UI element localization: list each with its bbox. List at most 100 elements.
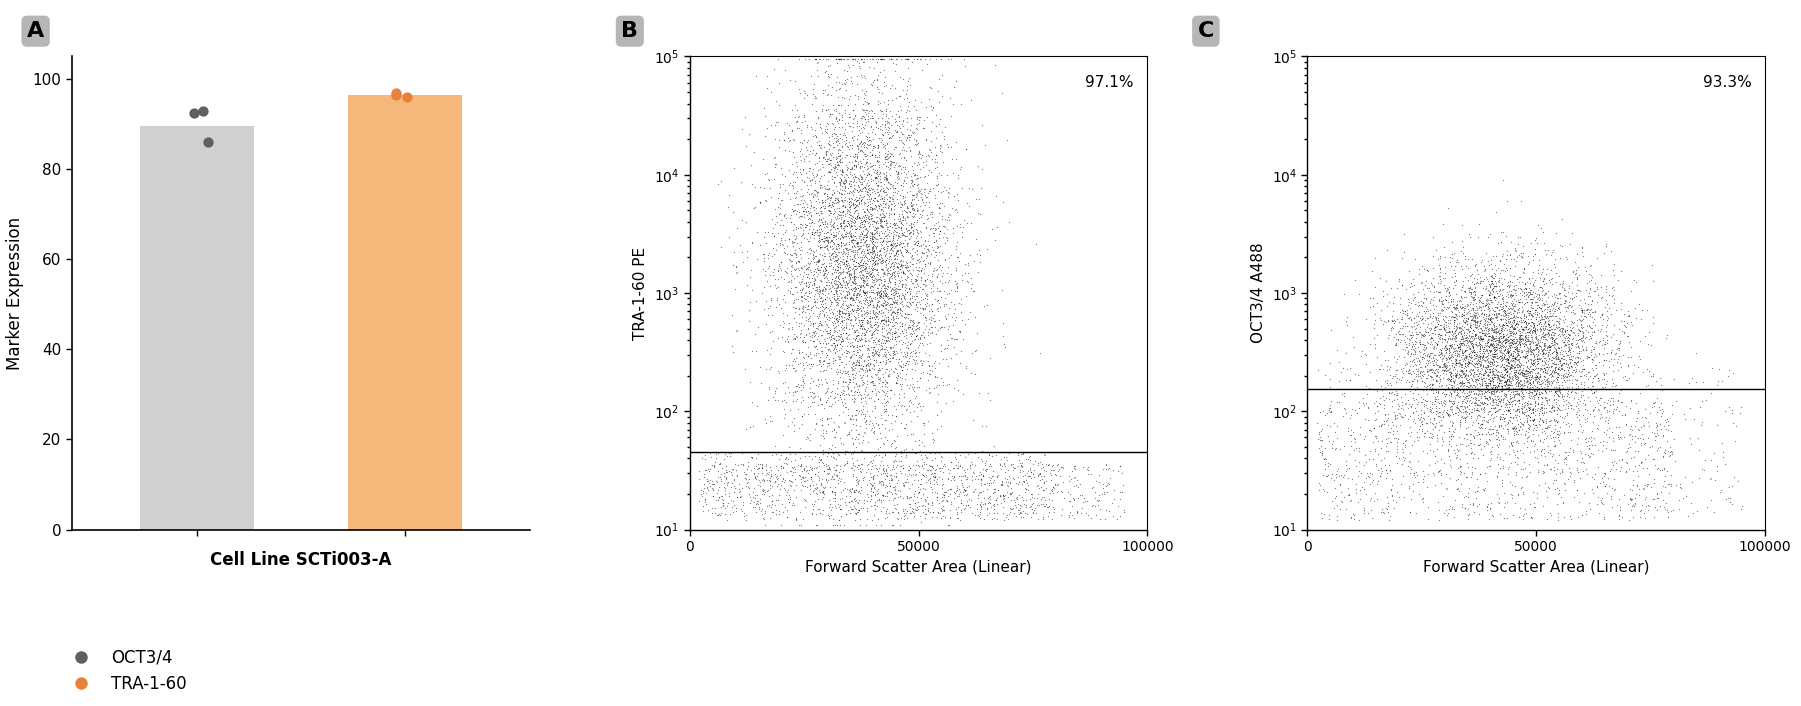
Point <box>1428 342 1457 354</box>
Point <box>917 428 946 439</box>
Point <box>1318 496 1347 507</box>
Point <box>830 367 859 378</box>
Point <box>1525 371 1554 382</box>
Point <box>877 54 906 65</box>
Point <box>1504 377 1533 388</box>
Point <box>854 491 882 502</box>
Point <box>964 498 992 510</box>
Point <box>854 217 882 229</box>
Point <box>891 214 920 225</box>
Point <box>1470 316 1498 327</box>
Point <box>1322 490 1351 501</box>
Point <box>1443 369 1471 381</box>
Point <box>1498 308 1527 319</box>
Point <box>1421 369 1450 381</box>
Point <box>825 176 854 188</box>
Point <box>776 250 805 261</box>
Point <box>1309 486 1338 497</box>
Point <box>839 438 868 450</box>
Point <box>823 346 852 357</box>
Point <box>922 249 951 261</box>
Point <box>879 229 908 240</box>
Bar <box>348 95 463 530</box>
Point <box>1551 357 1579 369</box>
Point <box>711 466 740 477</box>
Point <box>841 196 870 207</box>
Point <box>837 345 866 357</box>
Point <box>850 295 879 306</box>
Point <box>969 486 998 497</box>
Point <box>1408 384 1437 395</box>
Point <box>1516 357 1545 368</box>
Point <box>848 192 877 203</box>
Point <box>780 152 809 163</box>
Point <box>1558 381 1587 393</box>
Point <box>837 503 866 515</box>
Point <box>791 219 819 230</box>
Point <box>881 278 910 289</box>
Point <box>1529 348 1558 359</box>
Point <box>836 311 864 323</box>
Point <box>1468 399 1497 410</box>
Point <box>1372 393 1401 404</box>
Point <box>1516 345 1545 357</box>
Point <box>980 471 1009 482</box>
Point <box>821 54 850 65</box>
Point <box>879 327 908 338</box>
Point <box>719 309 747 321</box>
Point <box>1552 324 1581 335</box>
Point <box>1605 510 1634 521</box>
Point <box>1556 369 1585 381</box>
Point <box>765 508 794 520</box>
Point <box>828 169 857 181</box>
Point <box>859 483 888 494</box>
Point <box>834 373 863 385</box>
Point <box>837 234 866 246</box>
Point <box>810 248 839 259</box>
Point <box>866 249 895 260</box>
Point <box>756 213 785 225</box>
Point <box>1471 365 1500 376</box>
Point <box>1362 415 1390 426</box>
Point <box>850 282 879 293</box>
Point <box>848 258 877 269</box>
Point <box>839 59 868 71</box>
Point <box>1531 357 1560 368</box>
Point <box>1529 275 1558 287</box>
Point <box>868 201 897 213</box>
Point <box>855 209 884 220</box>
Point <box>933 484 962 496</box>
Point <box>751 265 780 277</box>
Point <box>1525 316 1554 327</box>
Point <box>1030 465 1059 476</box>
Point <box>928 492 956 503</box>
Point <box>809 427 837 438</box>
Point <box>1634 462 1662 473</box>
Point <box>771 212 800 223</box>
Point <box>1666 482 1695 493</box>
Point <box>1518 322 1547 333</box>
Point <box>729 499 758 510</box>
Point <box>798 217 827 228</box>
Point <box>864 190 893 201</box>
Point <box>825 364 854 375</box>
Point <box>816 224 845 235</box>
Point <box>1009 471 1037 482</box>
Point <box>1000 495 1028 506</box>
Point <box>1540 386 1569 397</box>
Point <box>850 114 879 125</box>
Point <box>1403 426 1432 438</box>
Point <box>814 79 843 90</box>
Point <box>1524 319 1552 330</box>
Point <box>1435 369 1464 381</box>
Point <box>782 204 810 215</box>
Point <box>1480 357 1509 368</box>
Point <box>846 255 875 266</box>
Point <box>1473 310 1502 321</box>
Point <box>1612 321 1641 333</box>
Point <box>1432 468 1461 479</box>
Point <box>1507 306 1536 318</box>
Point <box>1502 469 1531 480</box>
Point <box>1009 449 1037 460</box>
Point <box>1468 379 1497 390</box>
